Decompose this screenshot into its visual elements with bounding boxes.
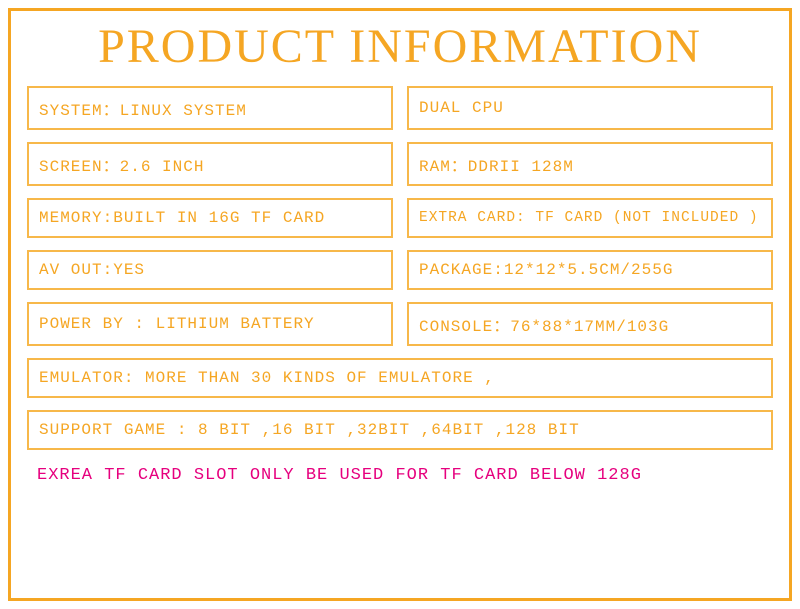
page-title: PRODUCT INFORMATION: [27, 19, 773, 74]
spec-emulator: EMULATOR: MORE THAN 30 KINDS OF EMULATOR…: [27, 358, 773, 398]
spec-system: SYSTEM：LINUX SYSTEM: [27, 86, 393, 130]
spec-package: PACKAGE:12*12*5.5CM/255G: [407, 250, 773, 290]
spec-power: POWER BY : LITHIUM BATTERY: [27, 302, 393, 346]
spec-memory: MEMORY:BUILT IN 16G TF CARD: [27, 198, 393, 238]
spec-extra-card: EXTRA CARD: TF CARD (NOT INCLUDED ): [407, 198, 773, 238]
spec-av-out: AV OUT:YES: [27, 250, 393, 290]
product-info-panel: PRODUCT INFORMATION SYSTEM：LINUX SYSTEM …: [8, 8, 792, 601]
spec-cpu: DUAL CPU: [407, 86, 773, 130]
spec-console: CONSOLE：76*88*17MM/103G: [407, 302, 773, 346]
footer-note: EXREA TF CARD SLOT ONLY BE USED FOR TF C…: [27, 462, 773, 485]
spec-screen: SCREEN：2.6 INCH: [27, 142, 393, 186]
spec-support-game: SUPPORT GAME : 8 BIT ,16 BIT ,32BIT ,64B…: [27, 410, 773, 450]
specs-grid: SYSTEM：LINUX SYSTEM DUAL CPU SCREEN：2.6 …: [27, 86, 773, 450]
spec-ram: RAM：DDRII 128M: [407, 142, 773, 186]
